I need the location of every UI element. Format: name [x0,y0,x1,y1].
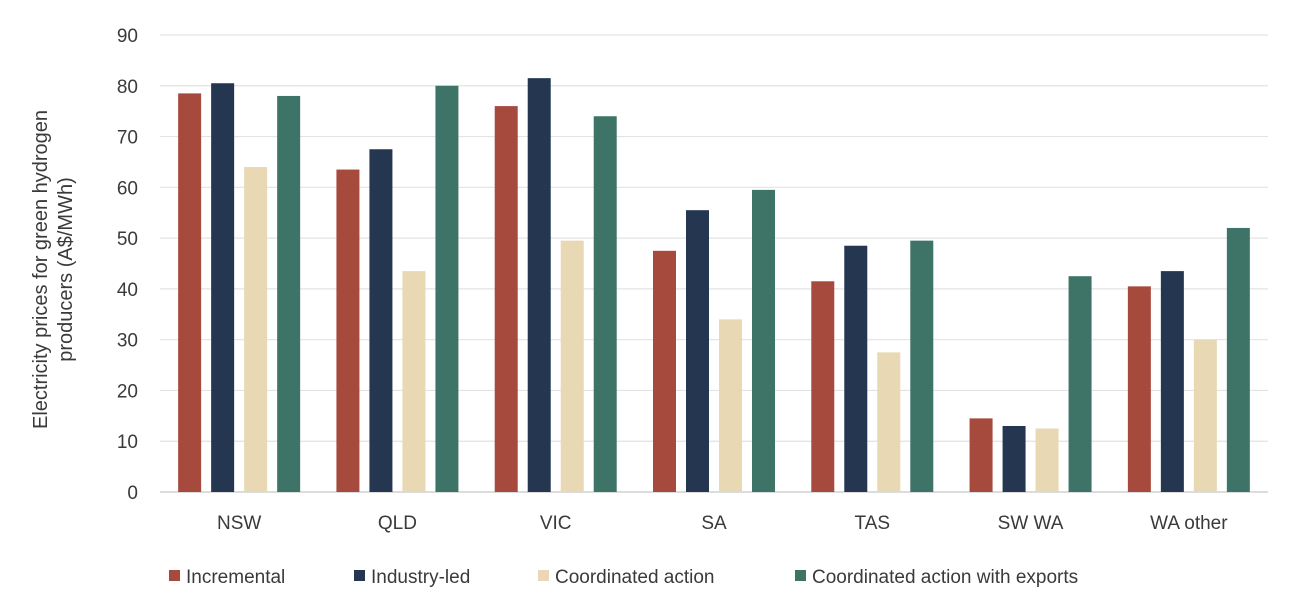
bar-coordinated-action-with-exports-qld [435,85,459,493]
x-category-label: NSW [217,513,261,534]
x-category-label: QLD [378,513,417,534]
grid-layer [160,34,1268,493]
y-axis-title-line-2: producers (A$/MWh) [55,177,77,362]
x-axis-categories: NSW QLD VIC SA TAS SW WA WA other [217,513,1228,534]
legend-swatch [538,570,549,581]
bar-industry-led-sw-wa [1002,425,1026,492]
y-tick-label: 40 [117,280,138,301]
bar-coordinated-action-qld [402,271,426,492]
legend-label: Coordinated action [555,567,715,588]
y-tick-label: 10 [117,432,138,453]
x-category-label: VIC [540,513,572,534]
y-axis-title-line-1: Electricity prices for green hydrogen [30,110,52,429]
y-axis-ticks: 0 10 20 30 40 50 60 70 80 90 [117,26,138,504]
bar-coordinated-action-with-exports-nsw [277,95,301,492]
bar-incremental-wa-other [1127,286,1151,492]
bar-industry-led-nsw [211,83,235,492]
y-tick-label: 70 [117,128,138,149]
bar-incremental-sw-wa [969,418,993,492]
bar-coordinated-action-with-exports-tas [910,240,934,492]
legend: Incremental Industry-led Coordinated actio… [169,567,1078,588]
y-tick-label: 60 [117,178,138,199]
bar-industry-led-wa-other [1160,271,1184,492]
bar-coordinated-action-with-exports-vic [593,116,617,492]
bar-industry-led-qld [369,149,393,492]
bar-coordinated-action-wa-other [1193,339,1217,492]
legend-swatch [169,570,180,581]
y-tick-label: 80 [117,77,138,98]
legend-label: Industry-led [371,567,470,588]
bar-incremental-vic [494,106,518,492]
y-tick-label: 90 [117,26,138,47]
legend-label: Incremental [186,567,285,588]
legend-swatch [354,570,365,581]
legend-swatch [795,570,806,581]
x-category-label: WA other [1150,513,1228,534]
y-tick-label: 0 [127,483,138,504]
bars-layer [178,78,1250,493]
x-category-label: TAS [855,513,891,534]
bar-coordinated-action-with-exports-sa [752,189,775,492]
x-category-label: SA [701,513,727,534]
y-tick-label: 50 [117,229,138,250]
x-category-label: SW WA [998,513,1064,534]
bar-industry-led-vic [527,78,551,493]
bar-coordinated-action-sa [719,319,742,492]
bar-incremental-tas [811,281,835,492]
bar-incremental-sa [653,250,676,492]
bar-coordinated-action-nsw [244,167,268,492]
bar-coordinated-action-tas [877,352,901,492]
bar-incremental-nsw [178,93,202,493]
bar-coordinated-action-sw-wa [1035,428,1059,492]
bar-industry-led-tas [844,245,868,492]
bar-coordinated-action-with-exports-wa-other [1226,227,1250,492]
y-tick-label: 20 [117,381,138,402]
bar-industry-led-sa [686,210,709,492]
y-axis-title: Electricity prices for green hydrogen pr… [30,110,77,429]
bar-coordinated-action-vic [560,240,584,492]
y-tick-label: 30 [117,331,138,352]
legend-label: Coordinated action with exports [812,567,1078,588]
bar-incremental-qld [336,169,360,493]
bar-coordinated-action-with-exports-sw-wa [1068,276,1092,492]
